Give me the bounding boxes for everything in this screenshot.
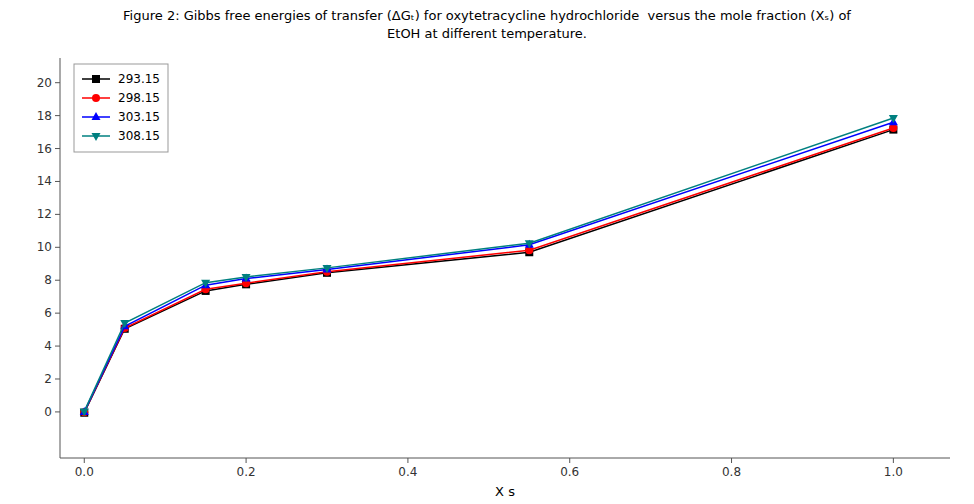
y-axis-line [60,58,61,458]
y-tick [55,181,60,182]
x-tick-label: 0.4 [398,465,417,479]
x-tick-label: 0.8 [722,465,741,479]
y-tick-label: 2 [44,372,52,386]
point [242,274,251,282]
y-tick-label: 16 [37,142,52,156]
x-tick [407,458,408,463]
legend-marker [92,94,100,102]
y-tick [55,411,60,412]
point [80,408,89,416]
y-tick-label: 4 [44,339,52,353]
x-tick [84,458,85,463]
legend-label: 308.15 [118,129,160,143]
line [84,128,893,412]
y-tick-label: 8 [44,273,52,287]
point [525,240,534,248]
legend-marker [92,112,101,120]
y-tick [55,214,60,215]
x-tick [731,458,732,463]
point [201,280,210,288]
point [323,265,332,273]
plot-area [80,115,898,417]
y-tick [55,247,60,248]
series [80,124,897,416]
x-tick [893,458,894,463]
y-tick [55,378,60,379]
y-tick-label: 0 [44,405,52,419]
x-tick-label: 0.2 [237,465,256,479]
series [80,117,898,415]
series [80,126,897,417]
legend-label: 298.15 [118,91,160,105]
line [84,122,893,412]
axes: 0.0 0.2 0.4 0.6 0.8 1.0 0 2 4 6 8 10 12 14 16 18 20 [37,58,950,479]
series [80,115,898,416]
point [120,320,129,328]
x-tick-label: 0.0 [75,465,94,479]
legend-marker [92,75,100,83]
legend-marker [92,133,101,141]
x-tick [569,458,570,463]
y-tick [55,82,60,83]
y-tick [55,280,60,281]
y-tick [55,148,60,149]
y-tick-label: 20 [37,76,52,90]
legend-label: 293.15 [118,72,160,86]
x-tick-label: 1.0 [884,465,903,479]
y-tick [55,313,60,314]
x-tick-label: 0.6 [560,465,579,479]
point [889,115,898,123]
line [84,118,893,411]
x-axis-label: X s [495,484,515,499]
y-tick-label: 14 [37,174,52,188]
y-tick [55,346,60,347]
line [84,130,893,413]
x-axis-line [60,458,950,459]
y-tick-label: 6 [44,306,52,320]
legend: 293.15 298.15 303.15 308.15 [74,64,168,152]
legend-label: 303.15 [118,110,160,124]
x-tick [246,458,247,463]
subtitle: EtOH at different temperature. [387,26,587,41]
chart: Figure 2: Gibbs free energies of transfe… [0,0,974,504]
y-tick-label: 10 [37,240,52,254]
y-tick [55,115,60,116]
title: Figure 2: Gibbs free energies of transfe… [123,8,851,23]
y-tick-label: 18 [37,109,52,123]
y-tick-label: 12 [37,207,52,221]
legend-box [74,64,168,152]
